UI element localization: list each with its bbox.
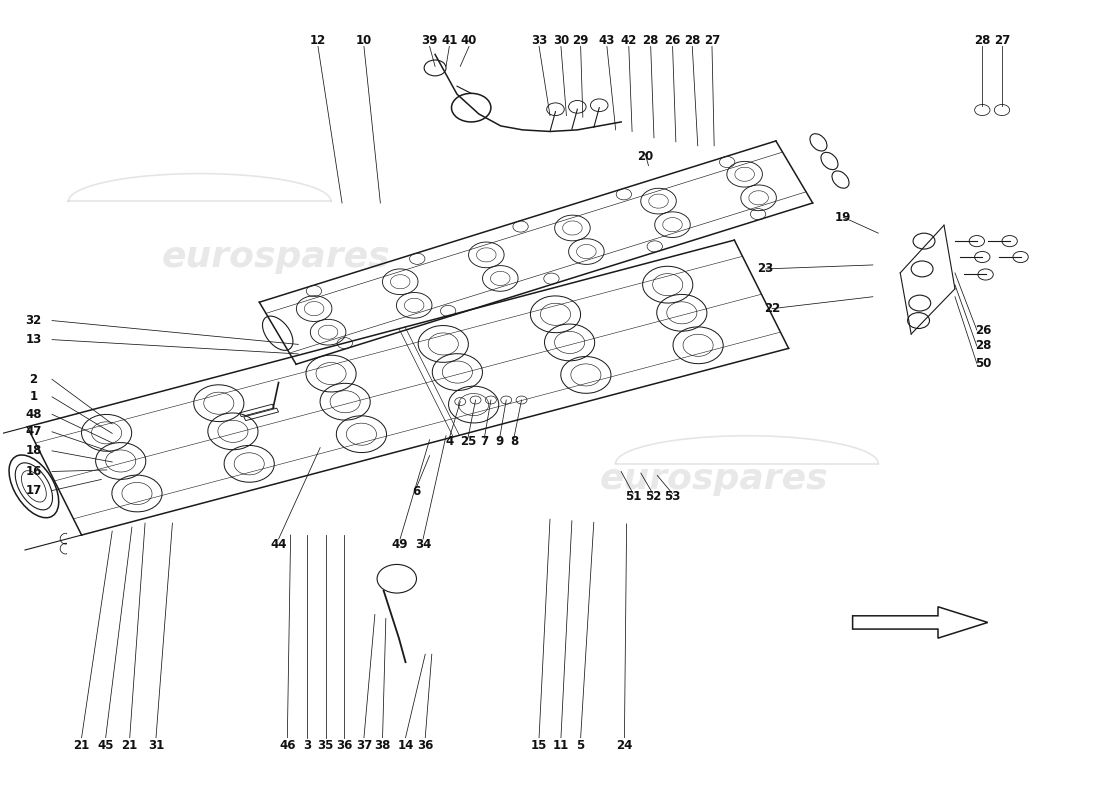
Text: 16: 16 [25, 465, 42, 478]
Text: 53: 53 [664, 490, 681, 503]
Text: 14: 14 [397, 739, 414, 752]
Bar [240, 404, 274, 417]
Text: 4: 4 [446, 435, 453, 448]
Text: 41: 41 [441, 34, 458, 47]
Text: 33: 33 [531, 34, 547, 47]
Text: 5: 5 [576, 739, 585, 752]
Text: eurospares: eurospares [600, 462, 828, 497]
Text: 32: 32 [25, 314, 42, 327]
Text: 48: 48 [25, 408, 42, 421]
Text: 13: 13 [25, 333, 42, 346]
Text: 21: 21 [122, 739, 138, 752]
Text: 46: 46 [279, 739, 296, 752]
Text: 31: 31 [147, 739, 164, 752]
Text: 9: 9 [495, 435, 504, 448]
Text: 21: 21 [74, 739, 90, 752]
Text: 37: 37 [355, 739, 372, 752]
Text: 18: 18 [25, 444, 42, 458]
Text: 52: 52 [645, 490, 661, 503]
Text: 23: 23 [758, 262, 773, 275]
Text: 27: 27 [994, 34, 1010, 47]
Text: 51: 51 [625, 490, 641, 503]
Text: 24: 24 [616, 739, 632, 752]
Text: 36: 36 [417, 739, 433, 752]
Text: 28: 28 [975, 34, 990, 47]
Text: 43: 43 [598, 34, 615, 47]
Text: 2: 2 [30, 373, 37, 386]
Bar [244, 408, 278, 421]
Text: eurospares: eurospares [162, 240, 390, 274]
Text: 28: 28 [684, 34, 701, 47]
Text: 7: 7 [481, 435, 488, 448]
Text: 11: 11 [553, 739, 569, 752]
Text: 27: 27 [704, 34, 720, 47]
Text: 17: 17 [25, 484, 42, 497]
Text: 28: 28 [976, 339, 991, 353]
Text: 25: 25 [460, 435, 476, 448]
Text: 28: 28 [642, 34, 659, 47]
Text: 8: 8 [509, 435, 518, 448]
Text: 49: 49 [392, 538, 408, 551]
Text: 36: 36 [337, 739, 352, 752]
Text: 1: 1 [30, 390, 37, 403]
Text: 38: 38 [374, 739, 390, 752]
Text: 3: 3 [302, 739, 311, 752]
Text: 34: 34 [415, 538, 431, 551]
Text: 10: 10 [355, 34, 372, 47]
Text: 45: 45 [98, 739, 114, 752]
Text: 30: 30 [553, 34, 569, 47]
Text: 35: 35 [318, 739, 333, 752]
Text: 19: 19 [835, 210, 851, 224]
Text: 44: 44 [271, 538, 287, 551]
Text: 26: 26 [976, 323, 991, 337]
Text: 29: 29 [572, 34, 588, 47]
Text: 39: 39 [421, 34, 438, 47]
Text: 50: 50 [976, 357, 991, 370]
Text: 26: 26 [664, 34, 681, 47]
Text: 20: 20 [637, 150, 653, 163]
Text: 42: 42 [620, 34, 637, 47]
Text: 22: 22 [764, 302, 780, 315]
Text: 47: 47 [25, 426, 42, 438]
Text: 12: 12 [310, 34, 326, 47]
Text: 15: 15 [531, 739, 547, 752]
Text: 40: 40 [461, 34, 477, 47]
Text: 6: 6 [412, 485, 420, 498]
